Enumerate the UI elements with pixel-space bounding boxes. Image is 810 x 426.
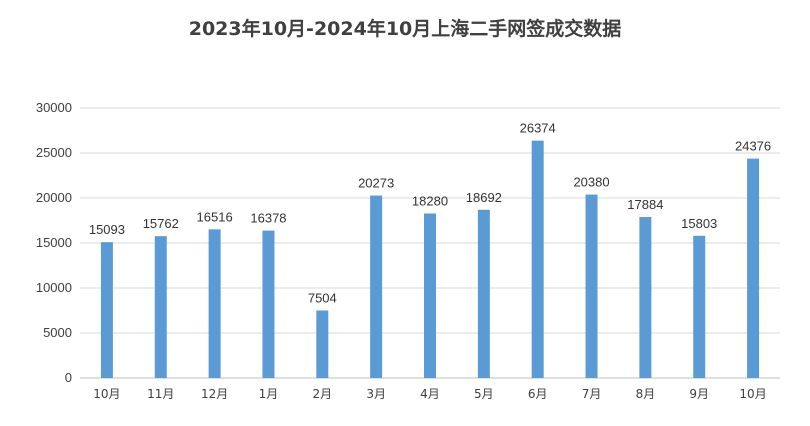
bar <box>477 209 490 378</box>
y-tick-label: 30000 <box>36 100 72 115</box>
bar <box>531 140 544 378</box>
x-tick-label: 2月 <box>312 387 332 401</box>
bar <box>639 217 652 378</box>
data-label: 20380 <box>573 175 609 190</box>
x-tick-label: 3月 <box>366 387 386 401</box>
x-tick-label: 11月 <box>147 387 174 401</box>
y-tick-label: 25000 <box>36 145 72 160</box>
y-axis-ticks: 0 5000 10000 15000 20000 25000 30000 <box>36 100 72 385</box>
data-label: 24376 <box>735 139 771 154</box>
y-tick-label: 10000 <box>36 280 72 295</box>
bar <box>370 195 383 378</box>
x-tick-label: 12月 <box>201 387 228 401</box>
bar <box>693 235 706 378</box>
data-label: 18280 <box>412 193 448 208</box>
bar <box>424 213 436 378</box>
data-label: 15762 <box>143 216 179 231</box>
bar <box>100 242 113 378</box>
data-label: 26374 <box>520 121 556 136</box>
x-tick-label: 4月 <box>420 387 440 401</box>
y-tick-label: 0 <box>65 370 72 385</box>
bars <box>100 140 760 378</box>
bar <box>208 229 221 378</box>
x-axis-ticks: 10月 11月 12月 1月 2月 3月 4月 5月 6月 7月 8月 9月 10月 <box>93 387 766 401</box>
data-label: 17884 <box>627 197 663 212</box>
data-label: 16516 <box>197 209 233 224</box>
y-tick-label: 5000 <box>43 325 72 340</box>
data-labels: 15093 15762 16516 16378 7504 20273 18280 18692 2… <box>89 121 771 306</box>
bar <box>154 236 167 378</box>
data-label: 15093 <box>89 222 125 237</box>
y-tick-label: 15000 <box>36 235 72 250</box>
y-tick-label: 20000 <box>36 190 72 205</box>
bar <box>585 194 598 378</box>
bar <box>747 158 760 378</box>
x-tick-label: 8月 <box>636 387 656 401</box>
x-tick-label: 10月 <box>739 387 766 401</box>
x-tick-label: 9月 <box>689 387 709 401</box>
chart-title: 2023年10月-2024年10月上海二手网签成交数据 <box>189 17 622 40</box>
bar <box>262 230 275 378</box>
data-label: 7504 <box>308 290 337 305</box>
data-label: 18692 <box>466 190 502 205</box>
x-tick-label: 6月 <box>528 387 548 401</box>
x-tick-label: 1月 <box>259 387 279 401</box>
data-label: 15803 <box>681 216 717 231</box>
x-tick-label: 7月 <box>582 387 602 401</box>
x-tick-label: 5月 <box>474 387 494 401</box>
data-label: 16378 <box>250 211 286 226</box>
x-tick-label: 10月 <box>93 387 120 401</box>
data-label: 20273 <box>358 176 394 191</box>
bar <box>316 310 329 378</box>
